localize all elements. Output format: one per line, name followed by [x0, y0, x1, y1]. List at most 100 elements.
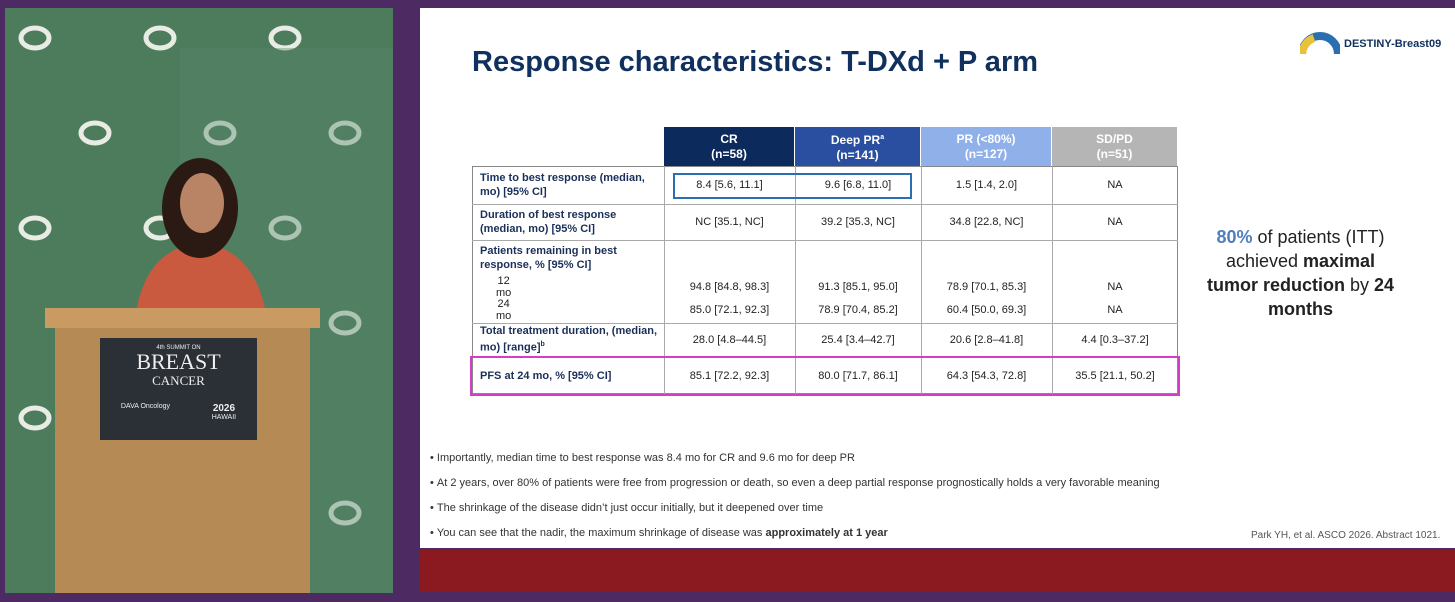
table-cell: 80.0 [71.7, 86.1]	[818, 370, 898, 382]
bullet-text: At 2 years, over 80% of patients were fr…	[436, 477, 1160, 489]
backdrop-logo	[328, 310, 362, 336]
header-label: SD/PD	[1096, 132, 1133, 147]
row-divider	[472, 323, 1178, 324]
header-text: CR	[720, 131, 738, 146]
row-label: Total treatment duration, (median, mo) […	[472, 323, 662, 356]
footnote-mark: b	[540, 341, 545, 349]
table-cell: 34.8 [22.8, NC]	[949, 216, 1024, 228]
header-text: Deep PR	[830, 133, 881, 147]
subrow-label: 24 mo	[496, 298, 512, 322]
sign-title: BREAST	[136, 349, 221, 374]
bullet-text: You can see that the nadir, the maximum …	[436, 527, 766, 539]
text: of patients (ITT) achieved	[1225, 227, 1385, 271]
header-label: CR	[720, 132, 737, 147]
table-cell: NA	[1107, 304, 1123, 316]
text: by	[1344, 275, 1374, 295]
table-cell: NA	[1107, 179, 1123, 191]
header-sub: (n=141)	[836, 148, 879, 162]
column-header: PR (<80%) (n=127)	[921, 127, 1051, 166]
slide-footer-bar	[420, 550, 1455, 592]
table-cell: NA	[1107, 281, 1123, 293]
row-divider	[472, 240, 1178, 241]
subrow-label: 12 mo	[496, 275, 512, 299]
table-cell: 9.6 [6.8, 11.0]	[824, 179, 892, 191]
footnote-mark: a	[880, 134, 885, 141]
table-cell: 39.2 [35.3, NC]	[821, 216, 895, 228]
column-divider	[664, 166, 665, 394]
bullet-bold: approximately at 1 year	[765, 527, 888, 539]
podium-sign: 4th SUMMIT ON BREAST CANCER DAVA Oncolog…	[100, 345, 257, 421]
row-label: Time to best response (median, mo) [95% …	[472, 166, 662, 204]
row-label-text: Total treatment duration, (median, mo) […	[480, 325, 658, 354]
bold: 24 months	[1268, 275, 1395, 319]
table-cell: 78.9 [70.1, 85.3]	[946, 281, 1027, 293]
backdrop-logo	[268, 215, 302, 241]
row-label: PFS at 24 mo, % [95% CI]	[472, 358, 662, 394]
table-cell: 35.5 [21.1, 50.2]	[1075, 370, 1155, 382]
slide	[420, 8, 1455, 548]
highlight: 80%	[1216, 227, 1253, 247]
table-cell: 64.3 [54.3, 72.8]	[946, 370, 1027, 382]
side-note: 80% of patients (ITT) achieved maximal t…	[1198, 225, 1403, 321]
column-header: SD/PD (n=51)	[1052, 127, 1177, 166]
table-cell: 8.4 [5.6, 11.1]	[696, 179, 763, 191]
slide-title: Response characteristics: T-DXd + P arm	[472, 46, 1039, 78]
backdrop-logo	[78, 120, 112, 146]
backdrop-logo	[268, 25, 302, 51]
bullet: • Importantly, median time to best respo…	[430, 452, 855, 464]
row-label-text: Time to best response (median, mo) [95% …	[480, 172, 645, 198]
bold: maximal tumor reduction	[1206, 251, 1376, 295]
backdrop-logo	[18, 215, 52, 241]
bullet: • You can see that the nadir, the maximu…	[430, 527, 888, 539]
backdrop-logo	[203, 120, 237, 146]
table-frame	[472, 166, 1178, 394]
header-sub: (n=127)	[964, 146, 1008, 161]
citation: Park YH, et al. ASCO 2026. Abstract 1021…	[1251, 530, 1441, 541]
row-label-text: Duration of best response (median, mo) […	[480, 209, 617, 235]
column-divider	[1052, 166, 1053, 394]
row-label-text: PFS at 24 mo, % [95% CI]	[480, 370, 612, 382]
row-divider	[472, 204, 1178, 205]
logo: DESTINY-Breast09	[1344, 38, 1442, 50]
header-text: SD/PD	[1096, 131, 1133, 146]
logo-icon	[1300, 32, 1340, 55]
backdrop-logo	[18, 405, 52, 431]
sign-title: CANCER	[152, 373, 205, 388]
highlight-box	[673, 173, 912, 199]
table-cell: 85.0 [72.1, 92.3]	[689, 304, 770, 316]
sponsor: DAVA Oncology	[120, 403, 171, 410]
bullet: • At 2 years, over 80% of patients were …	[430, 477, 1160, 489]
table-cell: NA	[1107, 216, 1123, 228]
table-cell: 25.4 [3.4–42.7]	[821, 333, 895, 346]
backdrop-logo	[18, 25, 52, 51]
backdrop-logo	[328, 120, 362, 146]
table-cell: NC [35.1, NC]	[695, 216, 764, 228]
bullet: • The shrinkage of the disease didn’t ju…	[430, 502, 824, 514]
header-label: PR (<80%)	[956, 132, 1015, 147]
column-divider	[795, 166, 796, 394]
header-sub: (n=58)	[711, 146, 747, 161]
header-text: PR (<80%)	[956, 131, 1016, 146]
place: HAWAII	[211, 414, 237, 421]
highlight-box	[470, 356, 1180, 396]
row-label: Duration of best response (median, mo) […	[472, 204, 662, 240]
year: 2026	[212, 403, 236, 414]
row-label-text: Patients remaining in best response, % […	[480, 245, 617, 271]
bullet-text: The shrinkage of the disease didn’t just…	[436, 502, 824, 514]
column-header: CR (n=58)	[664, 127, 794, 166]
table-cell: 20.6 [2.8–41.8]	[949, 333, 1024, 346]
bullet-text: Importantly, median time to best respons…	[436, 452, 855, 464]
speaker-video	[5, 8, 393, 593]
summit: 4th SUMMIT ON	[156, 345, 201, 351]
header-label: Deep PRa	[831, 130, 884, 148]
table-cell: 91.3 [85.1, 95.0]	[818, 281, 898, 293]
column-divider	[921, 166, 922, 394]
table-cell: 78.9 [70.4, 85.2]	[818, 304, 898, 316]
table-cell: 94.8 [84.8, 98.3]	[689, 281, 770, 293]
table-cell: 4.4 [0.3–37.2]	[1081, 333, 1149, 346]
column-header: Deep PRa (n=141)	[795, 127, 920, 166]
header-sub: (n=51)	[1096, 146, 1133, 161]
table-cell: 28.0 [4.8–44.5]	[692, 333, 767, 346]
table-cell: 1.5 [1.4, 2.0]	[955, 179, 1018, 191]
